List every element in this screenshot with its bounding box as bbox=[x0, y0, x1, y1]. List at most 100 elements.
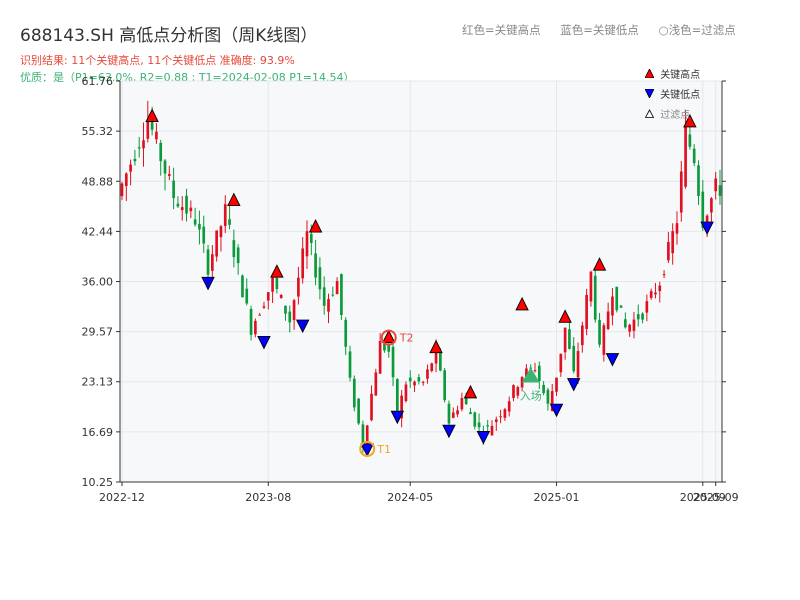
candle-body bbox=[473, 412, 477, 427]
candle-body bbox=[606, 311, 610, 330]
candle-body bbox=[301, 248, 305, 279]
candle-body bbox=[219, 226, 223, 238]
key-low-marker bbox=[295, 319, 310, 334]
y-tick-label: 29.57 bbox=[82, 326, 114, 339]
candle-body bbox=[585, 294, 588, 329]
candle-body bbox=[619, 305, 623, 308]
key-high-marker bbox=[308, 219, 323, 233]
legend-high-label: 关键高点 bbox=[660, 70, 701, 81]
candle-body bbox=[490, 425, 494, 436]
candle-body bbox=[568, 329, 571, 349]
candle-body bbox=[456, 410, 459, 415]
y-tick-label: 55.32 bbox=[82, 125, 114, 138]
candle-body bbox=[331, 294, 335, 296]
key-low-marker bbox=[442, 424, 456, 439]
candle-body bbox=[718, 185, 722, 196]
candle-body bbox=[507, 401, 511, 412]
blue-triangle-down-icon bbox=[644, 88, 657, 101]
candle-body bbox=[206, 249, 210, 275]
candle-body bbox=[602, 325, 606, 355]
candle-body bbox=[563, 327, 567, 353]
candle-body bbox=[374, 372, 378, 396]
candle-body bbox=[275, 277, 279, 289]
key-high-marker bbox=[145, 108, 159, 122]
candle-body bbox=[172, 180, 175, 199]
x-axis: 2022-12 2023-08 2024-05 2025-01 2025-092025-… bbox=[99, 482, 739, 504]
candle-body bbox=[262, 306, 266, 308]
candle-body bbox=[675, 223, 679, 234]
candle-body bbox=[215, 230, 218, 257]
candle-body bbox=[679, 171, 683, 213]
candle-body bbox=[124, 173, 128, 187]
t2-marker bbox=[380, 329, 397, 346]
entry-marker bbox=[521, 367, 540, 383]
candle-body bbox=[684, 127, 687, 187]
candle-body bbox=[142, 140, 145, 149]
candle-body bbox=[710, 198, 713, 213]
y-tick-label: 48.88 bbox=[82, 175, 114, 188]
candle-body bbox=[180, 207, 184, 211]
candle-body bbox=[460, 398, 464, 410]
candle-body bbox=[258, 314, 262, 316]
candle-body bbox=[288, 311, 292, 323]
key-low-marker bbox=[566, 378, 581, 392]
x-tick-label: 2023-08 bbox=[245, 491, 291, 504]
red-triangle-up-icon bbox=[644, 68, 657, 81]
candle-body bbox=[309, 233, 313, 243]
candle-body bbox=[628, 324, 631, 332]
candle-body bbox=[464, 397, 468, 405]
key-high-marker bbox=[683, 113, 697, 128]
legend-low: 关键低点 bbox=[644, 86, 701, 101]
y-tick-label: 36.00 bbox=[82, 276, 114, 289]
candle-body bbox=[533, 370, 537, 372]
key-low-marker bbox=[700, 221, 714, 236]
candle-body bbox=[537, 365, 541, 381]
candle-body bbox=[641, 313, 644, 320]
key-low-marker bbox=[257, 336, 271, 350]
candle-body bbox=[391, 346, 395, 378]
candle-body bbox=[189, 207, 193, 212]
y-tick-label: 23.13 bbox=[82, 376, 114, 389]
candle-body bbox=[241, 275, 244, 298]
candle-body bbox=[546, 389, 550, 404]
candle-body bbox=[714, 178, 718, 192]
candle-body bbox=[284, 305, 287, 314]
candle-body bbox=[155, 131, 158, 140]
markers: T1 T2 入场 bbox=[145, 108, 714, 457]
candle-body bbox=[486, 425, 490, 427]
key-high-marker bbox=[382, 329, 396, 344]
candle-body bbox=[137, 147, 141, 149]
candle-body bbox=[146, 119, 150, 139]
y-tick-label: 61.76 bbox=[82, 75, 114, 88]
candle-body bbox=[271, 277, 274, 292]
candle-body bbox=[503, 409, 507, 418]
candle-body bbox=[167, 174, 171, 176]
candle-body bbox=[266, 292, 270, 301]
candle-body bbox=[133, 158, 137, 162]
candle-body bbox=[150, 120, 154, 130]
candle-body bbox=[550, 391, 554, 411]
candle-body bbox=[580, 325, 584, 346]
candle-body bbox=[598, 319, 601, 345]
candle-body bbox=[697, 165, 700, 196]
candle-body bbox=[667, 242, 670, 261]
candle-body bbox=[314, 253, 317, 278]
candle-body bbox=[361, 424, 365, 449]
key-low-marker bbox=[549, 403, 564, 418]
candle-body bbox=[352, 378, 356, 408]
candle-body bbox=[611, 296, 614, 316]
candle-body bbox=[688, 134, 692, 147]
x-tick-label: 2025-09 bbox=[680, 491, 726, 504]
candle-body bbox=[245, 288, 249, 304]
candle-body bbox=[430, 363, 434, 372]
candle-body bbox=[198, 223, 201, 230]
candle-body bbox=[469, 412, 472, 415]
legend-low-label: 关键低点 bbox=[660, 90, 701, 101]
candle-body bbox=[327, 299, 330, 312]
candle-body bbox=[120, 183, 124, 197]
candle-body bbox=[426, 369, 429, 379]
candle-body bbox=[645, 301, 649, 313]
candle-body bbox=[615, 286, 619, 311]
candle-body bbox=[572, 345, 576, 372]
